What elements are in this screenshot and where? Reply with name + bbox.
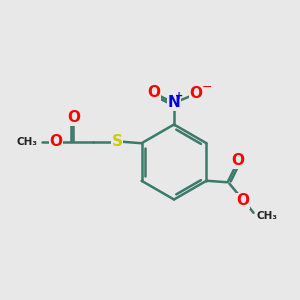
Text: CH₃: CH₃ <box>256 212 278 221</box>
Text: O: O <box>147 85 161 100</box>
Text: O: O <box>232 153 244 168</box>
Text: O: O <box>50 134 62 149</box>
Text: −: − <box>202 81 212 94</box>
Text: S: S <box>111 134 122 149</box>
Text: N: N <box>168 95 180 110</box>
Text: O: O <box>67 110 80 125</box>
Text: +: + <box>175 91 184 101</box>
Text: O: O <box>237 194 250 208</box>
Text: O: O <box>189 86 203 101</box>
Text: CH₃: CH₃ <box>16 137 37 147</box>
